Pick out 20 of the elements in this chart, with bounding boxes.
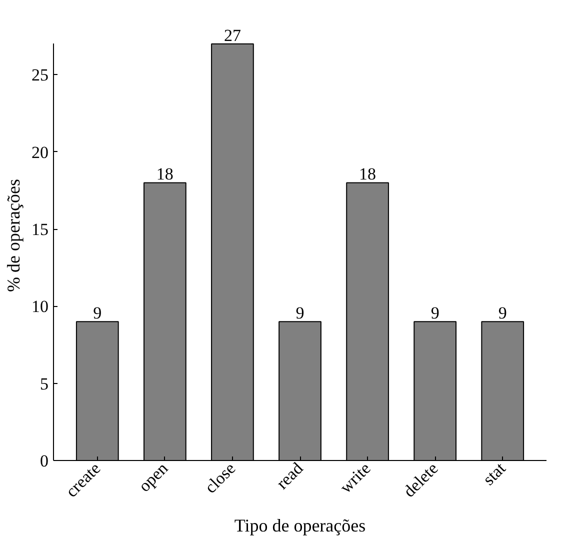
y-tick-label: 0	[40, 452, 48, 470]
data-label: 9	[296, 304, 304, 323]
x-tick-label: write	[336, 458, 374, 497]
data-label: 27	[224, 26, 242, 45]
data-label: 18	[359, 164, 376, 184]
x-tick-label: stat	[479, 458, 510, 489]
x-tick-label: open	[134, 458, 172, 496]
data-label: 18	[156, 164, 174, 184]
y-tick-label: 10	[32, 297, 48, 316]
data-label: 9	[93, 304, 102, 323]
data-label: 9	[430, 304, 440, 323]
x-tick-label: close	[201, 458, 240, 497]
x-tick-label: read	[272, 458, 308, 493]
y-tick-label: 5	[40, 374, 48, 394]
y-tick-label: 20	[32, 142, 48, 162]
y-axis-title: % de operações	[4, 179, 24, 292]
data-label: 9	[498, 304, 507, 323]
x-axis-title: Tipo de operações	[234, 516, 366, 536]
y-tick-label: 25	[32, 66, 48, 85]
y-tick-label: 15	[32, 220, 48, 240]
